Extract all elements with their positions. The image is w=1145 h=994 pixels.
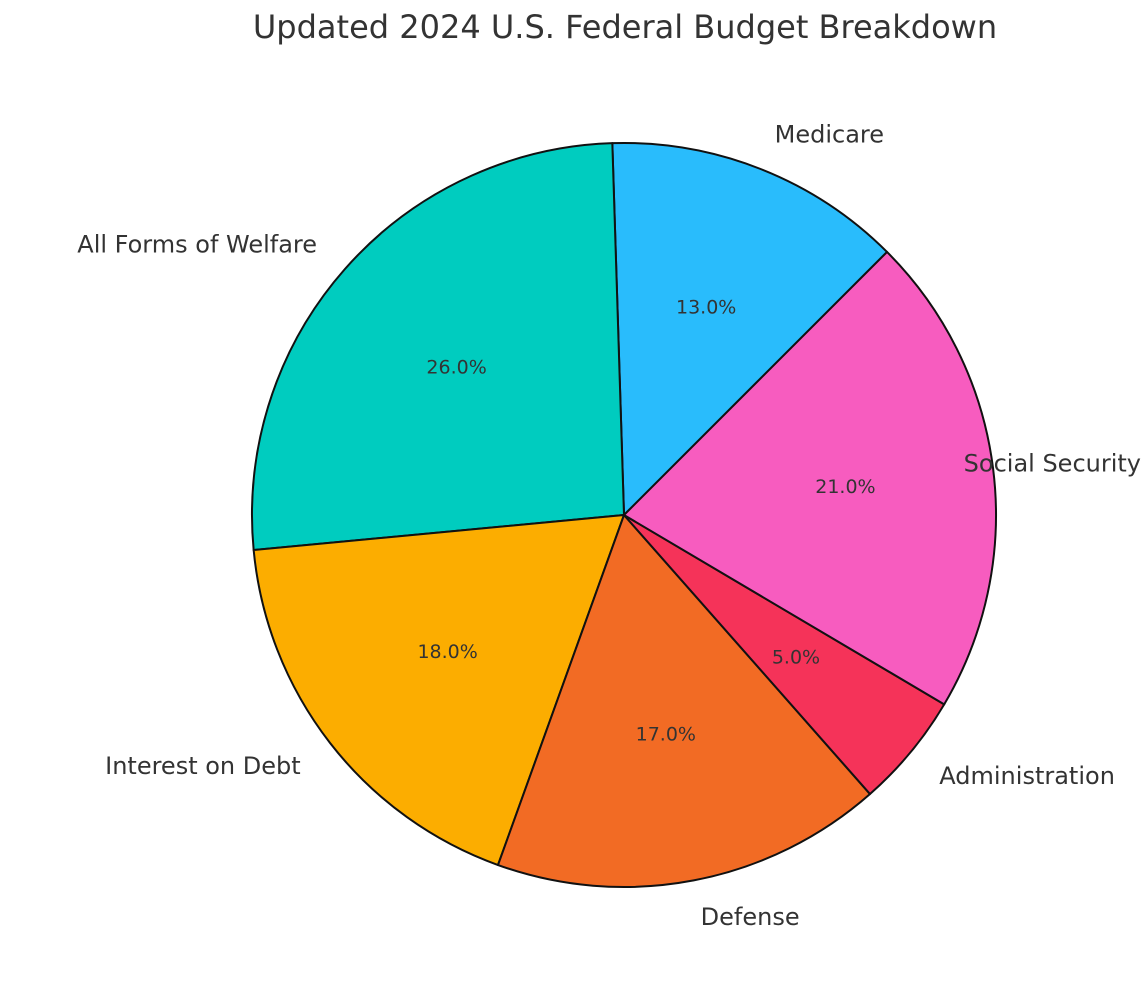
pct-label-all-forms-of-welfare: 26.0% (426, 356, 486, 378)
chart-title: Updated 2024 U.S. Federal Budget Breakdo… (252, 8, 998, 46)
pie-slice-interest-on-debt (252, 514, 625, 867)
pct-label-social-security: 21.0% (815, 476, 875, 498)
category-label-medicare: Medicare (775, 121, 884, 149)
category-label-defense: Defense (701, 903, 800, 931)
pct-label-defense: 17.0% (636, 723, 696, 745)
pie-slices (251, 142, 997, 888)
pct-label-medicare: 13.0% (676, 296, 736, 318)
category-label-interest-on-debt: Interest on Debt (105, 752, 301, 780)
percentage-labels: 13.0% 26.0% 18.0% 17.0% 5.0% 21.0% (417, 296, 875, 745)
pie-slice-defense (496, 514, 872, 888)
pie-slice-medicare (611, 142, 889, 516)
pie-slice-all-forms-of-welfare (251, 142, 625, 552)
pct-label-interest-on-debt: 18.0% (417, 641, 477, 663)
category-label-administration: Administration (939, 762, 1115, 790)
pct-label-administration: 5.0% (772, 646, 820, 668)
category-label-all-forms-of-welfare: All Forms of Welfare (77, 230, 317, 258)
category-labels: Medicare All Forms of Welfare Interest on … (77, 121, 1141, 931)
pie-slice-social-security (623, 250, 997, 706)
category-label-social-security: Social Security (964, 450, 1141, 478)
